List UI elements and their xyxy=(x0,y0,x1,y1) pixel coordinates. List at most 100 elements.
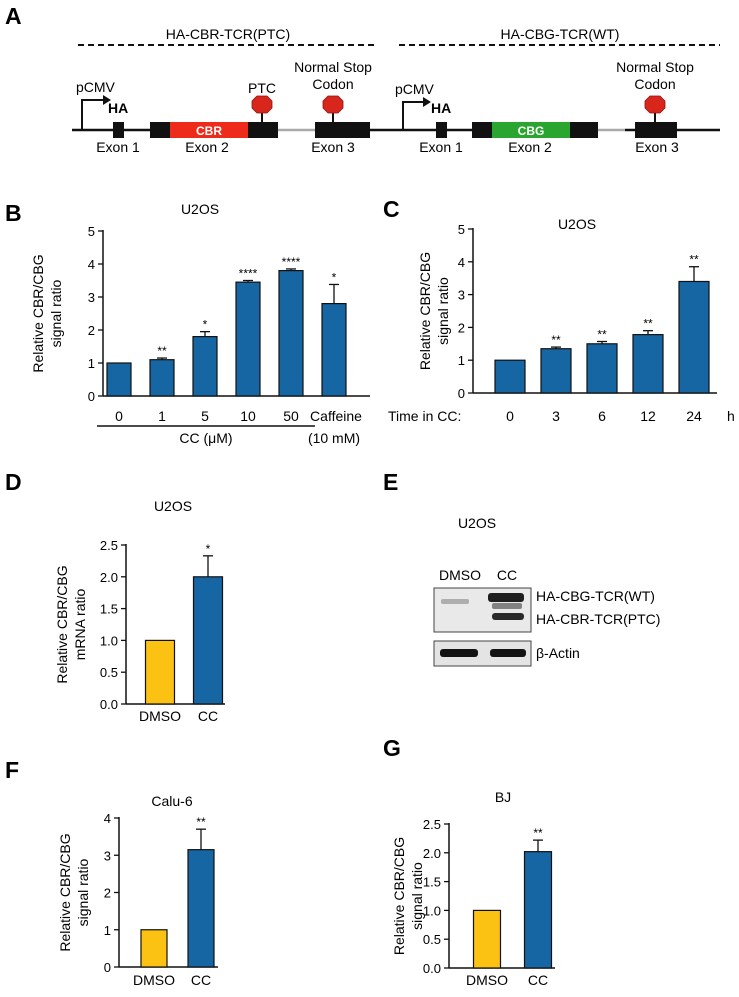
significance-label: **** xyxy=(282,255,301,269)
x-tick-label: DMSO xyxy=(466,972,508,988)
cbg-gene-label: CBG xyxy=(518,124,545,138)
panel-e-blot: U2OS DMSO CC HA-CBG-TCR(WT) HA-CBR-TCR(P… xyxy=(433,515,660,667)
panel-label-e: E xyxy=(383,469,398,495)
y-tick-label: 2.0 xyxy=(100,570,118,585)
blot-label-cbr: HA-CBR-TCR(PTC) xyxy=(536,611,660,627)
y-tick-label: 3 xyxy=(458,288,465,303)
y-tick-label: 4 xyxy=(104,811,111,826)
panel-label-f: F xyxy=(5,757,19,783)
blot-band-faint xyxy=(441,599,469,604)
y-tick-label: 1.0 xyxy=(100,633,118,648)
panel-label-d: D xyxy=(5,469,22,495)
exon1-label: Exon 1 xyxy=(96,139,140,155)
ha-tag-label: HA xyxy=(108,100,128,116)
bar xyxy=(106,362,132,397)
x-tick-label: 5 xyxy=(201,408,209,424)
y-axis-label: signal ratio xyxy=(75,858,91,926)
y-tick-label: 2.5 xyxy=(423,817,441,832)
chart-title: BJ xyxy=(495,789,511,805)
x-tick-label: 1 xyxy=(158,408,166,424)
blot-band-actin-cc xyxy=(490,649,526,657)
y-tick-label: 1 xyxy=(458,353,465,368)
construct-ptc: HA-CBR-TCR(PTC) pCMV HA CBR PTC Normal S… xyxy=(72,26,390,155)
bar xyxy=(632,334,664,394)
normal-stop-sign-icon xyxy=(644,95,666,114)
time-in-cc-label: Time in CC: xyxy=(388,408,461,424)
y-axis-label: Relative CBR/CBG xyxy=(30,254,46,372)
normal-stop-label-1: Normal Stop xyxy=(294,59,372,75)
cbr-gene-label: CBR xyxy=(196,124,222,138)
y-tick-label: 3 xyxy=(88,290,95,305)
y-tick-label: 0 xyxy=(458,386,465,401)
blot-title: U2OS xyxy=(458,515,496,531)
y-tick-label: 2.0 xyxy=(423,846,441,861)
ha-tag-label: HA xyxy=(431,100,451,116)
y-tick-label: 1 xyxy=(104,923,111,938)
panel-a: A HA-CBR-TCR(PTC) pCMV HA CBR PTC Normal… xyxy=(5,3,720,155)
bar xyxy=(540,348,572,394)
blot-band-actin-dmso xyxy=(440,649,478,657)
exon3-label: Exon 3 xyxy=(311,139,355,155)
y-axis-label: Relative CBR/CBG xyxy=(54,565,70,683)
exon1-label: Exon 1 xyxy=(419,139,463,155)
blot-lane-dmso: DMSO xyxy=(439,567,481,583)
bar xyxy=(192,336,218,397)
y-tick-label: 2.5 xyxy=(100,538,118,553)
y-tick-label: 5 xyxy=(458,222,465,237)
y-tick-label: 5 xyxy=(88,224,95,239)
x-tick-label: DMSO xyxy=(139,708,181,724)
x-tick-label: 0 xyxy=(506,408,514,424)
significance-label: * xyxy=(332,270,337,284)
promoter-label: pCMV xyxy=(395,81,435,97)
ptc-stop-sign-icon xyxy=(251,95,273,114)
significance-label: ** xyxy=(597,328,607,342)
promoter-arrow-icon xyxy=(81,99,103,130)
y-axis-label: Relative CBR/CBG xyxy=(57,833,73,951)
bar xyxy=(192,576,224,705)
y-tick-label: 1.5 xyxy=(100,602,118,617)
exon3-box xyxy=(315,122,370,138)
construct-ptc-title: HA-CBR-TCR(PTC) xyxy=(166,26,290,42)
chart-title: U2OS xyxy=(154,498,192,514)
promoter-arrow-icon xyxy=(402,101,423,130)
ptc-label: PTC xyxy=(248,80,276,96)
bar xyxy=(235,281,261,397)
construct-wt: HA-CBG-TCR(WT) pCMV HA CBG Normal Stop C… xyxy=(390,26,720,155)
y-tick-label: 4 xyxy=(458,255,465,270)
blot-band-smear xyxy=(492,603,522,609)
y-tick-label: 2 xyxy=(88,323,95,338)
exon2-label: Exon 2 xyxy=(508,139,552,155)
significance-label: ** xyxy=(196,815,206,829)
chart-title: U2OS xyxy=(181,201,219,217)
blot-band-cbg xyxy=(488,593,524,602)
normal-stop-label-2: Codon xyxy=(634,76,675,92)
time-unit-label: h xyxy=(727,408,735,424)
significance-label: ** xyxy=(157,344,167,358)
blot-band-cbr xyxy=(492,613,524,620)
y-axis-label: mRNA ratio xyxy=(72,589,88,661)
exon2-label: Exon 2 xyxy=(185,139,229,155)
exon3-label: Exon 3 xyxy=(635,139,679,155)
arrowhead-icon xyxy=(103,95,111,105)
significance-label: ** xyxy=(689,253,699,267)
y-tick-label: 1.0 xyxy=(423,903,441,918)
x-tick-label: Caffeine xyxy=(310,408,362,424)
y-tick-label: 0.5 xyxy=(100,665,118,680)
normal-stop-sign-icon xyxy=(322,95,344,114)
bar xyxy=(678,280,710,394)
chart-title: Calu-6 xyxy=(151,793,192,809)
y-tick-label: 1 xyxy=(88,356,95,371)
significance-label: ** xyxy=(533,826,543,840)
x-tick-label: DMSO xyxy=(133,972,175,988)
caffeine-dose-label: (10 mM) xyxy=(308,430,360,446)
x-tick-label: CC xyxy=(198,708,218,724)
y-tick-label: 3 xyxy=(104,848,111,863)
bar xyxy=(472,909,502,969)
y-tick-label: 2 xyxy=(458,320,465,335)
panel-label-c: C xyxy=(383,196,400,222)
x-tick-label: 24 xyxy=(686,408,702,424)
x-tick-label: CC xyxy=(528,972,548,988)
y-tick-label: 0 xyxy=(88,389,95,404)
chart-d: U2OS Relative CBR/CBG mRNA ratio 0.0 0.5 1.0 1… xyxy=(54,498,225,724)
